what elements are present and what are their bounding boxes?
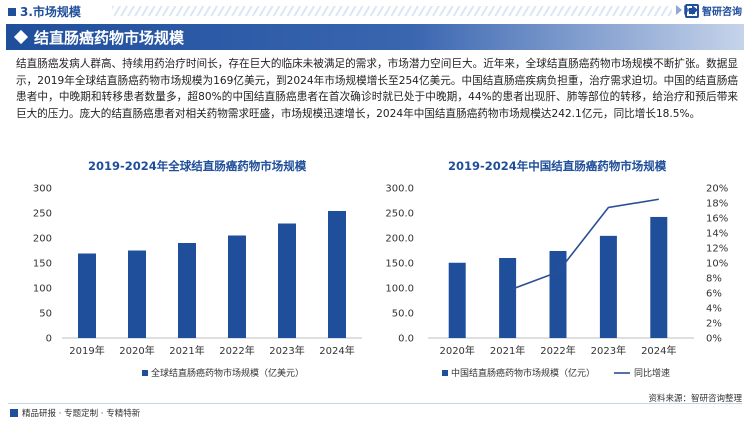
title-banner: 结直肠癌药物市场规模 [6, 24, 744, 50]
y-tick-label: 300.0 [385, 184, 414, 195]
y-tick-label: 100 [33, 284, 52, 295]
page-title: 结直肠癌药物市场规模 [34, 29, 185, 47]
y2-tick-label: 12% [706, 244, 728, 255]
top-bar: 3.市场规模 智研咨询 [0, 0, 750, 22]
bar [178, 243, 196, 338]
legend-swatch [142, 370, 148, 376]
body-text: 结直肠癌发病人群高、持续用药治疗时间长，存在巨大的临床未被满足的需求，市场潜力空… [16, 58, 738, 120]
y2-tick-label: 2% [706, 319, 722, 330]
decorative-stripes [112, 6, 672, 16]
y-tick-label: 200.0 [385, 234, 414, 245]
y2-tick-label: 0% [706, 334, 722, 345]
footer-divider [8, 403, 742, 404]
y-tick-label: 300 [33, 184, 52, 195]
chevron-right-icon [676, 5, 682, 15]
x-tick-label: 2022年 [219, 344, 254, 357]
y2-tick-label: 4% [706, 304, 722, 315]
x-tick-label: 2022年 [540, 344, 575, 357]
legend-label: 同比增速 [634, 367, 670, 379]
bar [328, 211, 346, 338]
chart-title-china: 2019-2024年中国结直肠癌药物市场规模 [448, 159, 667, 173]
y-tick-label: 50.0 [392, 309, 414, 320]
y2-tick-label: 20% [706, 184, 728, 195]
bar [228, 235, 246, 338]
x-tick-label: 2024年 [319, 344, 354, 357]
x-tick-label: 2023年 [269, 344, 304, 357]
bar [599, 235, 617, 338]
footer-marker-icon [10, 409, 18, 417]
x-tick-label: 2023年 [591, 344, 626, 357]
y2-tick-label: 8% [706, 274, 722, 285]
y-tick-label: 50 [39, 309, 52, 320]
y2-tick-label: 18% [706, 199, 728, 210]
x-tick-label: 2019年 [69, 344, 104, 357]
x-tick-label: 2020年 [119, 344, 154, 357]
section-tag: 3.市场规模 [8, 3, 81, 20]
bar [128, 250, 146, 338]
y-tick-label: 150 [33, 259, 52, 270]
y-tick-label: 0.0 [398, 334, 414, 345]
y-tick-label: 0 [46, 334, 52, 345]
chart-title-global: 2019-2024年全球结直肠癌药物市场规模 [88, 159, 307, 173]
footer-left: 精品研报 · 专题定制 · 专精特新 [10, 407, 140, 419]
y-tick-label: 200 [33, 234, 52, 245]
section-marker-icon [8, 7, 16, 16]
diamond-icon [13, 29, 29, 45]
brand-name: 智研咨询 [702, 7, 742, 18]
brand: 智研咨询 [685, 3, 742, 18]
body-paragraph: 结直肠癌发病人群高、持续用药治疗时间长，存在巨大的临床未被满足的需求，市场潜力空… [16, 56, 738, 122]
footer-tagline: 精品研报 · 专题定制 · 专精特新 [22, 409, 141, 419]
y-tick-label: 150.0 [385, 259, 414, 270]
x-tick-label: 2024年 [641, 344, 676, 357]
y-tick-label: 100.0 [385, 284, 414, 295]
footer: 精品研报 · 专题定制 · 专精特新 [0, 403, 750, 421]
bar [650, 216, 668, 338]
y2-tick-label: 6% [706, 289, 722, 300]
section-label: 3.市场规模 [20, 5, 81, 19]
y2-tick-label: 10% [706, 259, 728, 270]
bar [448, 262, 466, 338]
y2-tick-label: 14% [706, 229, 728, 240]
bar [78, 253, 96, 338]
source-note: 资料来源：智研咨询整理 [648, 394, 742, 404]
bar [499, 258, 517, 338]
legend-label: 中国结直肠癌药物市场规模（亿元） [451, 367, 595, 379]
growth-rate-line [507, 198, 659, 292]
y2-tick-label: 16% [706, 214, 728, 225]
x-tick-label: 2021年 [169, 344, 204, 357]
legend-label: 全球结直肠癌药物市场规模（亿美元） [151, 367, 304, 379]
global-market-chart: 0 50 100 150 200 250 300 2019年 2020年 2021年 2022年 20… [33, 184, 362, 379]
china-market-chart: 0.0 50.0 100.0 150.0 200.0 250.0 300.0 0% 2% 4% 6%… [385, 184, 728, 380]
x-tick-label: 2020年 [439, 344, 474, 357]
y-tick-label: 250.0 [385, 209, 414, 220]
x-tick-label: 2021年 [490, 344, 525, 357]
bar [278, 223, 296, 338]
y-tick-label: 250 [33, 209, 52, 220]
brand-logo-icon [685, 3, 699, 18]
legend-swatch-bar [442, 370, 448, 376]
